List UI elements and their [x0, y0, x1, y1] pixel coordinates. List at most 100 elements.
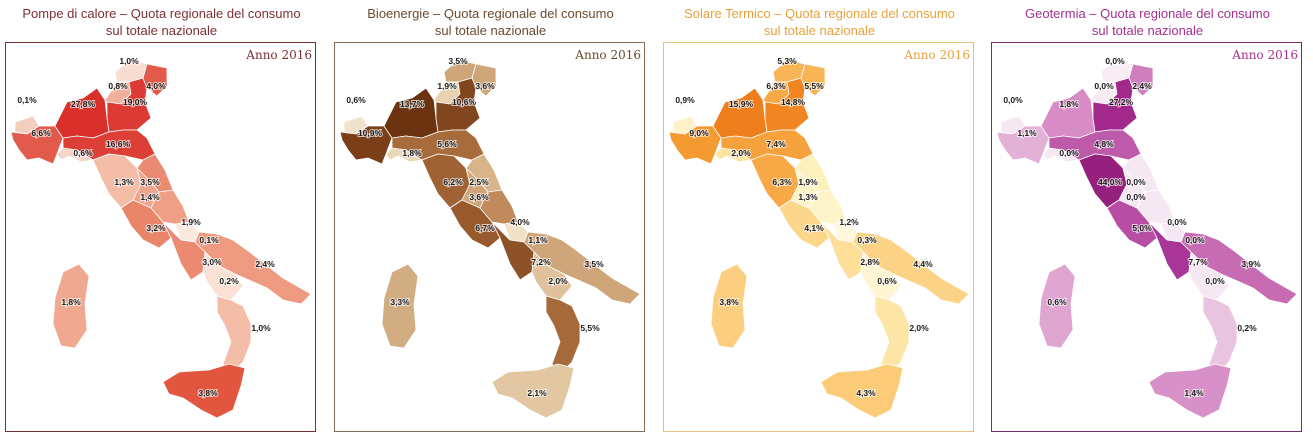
map-title: Geotermia – Quota regionale del consumo …	[991, 5, 1304, 39]
region-sicilia	[1148, 363, 1232, 419]
region-value-toscana: 1,3%	[114, 177, 134, 187]
region-value-umbria: 3,6%	[469, 192, 489, 202]
region-value-veneto: 19,0%	[123, 97, 148, 107]
region-value-puglia: 4,4%	[913, 259, 933, 269]
map-title-line1: Bioenergie – Quota regionale del consumo	[367, 6, 614, 21]
region-value-friuli: 4,0%	[146, 81, 166, 91]
region-piemonte	[339, 125, 393, 165]
region-value-veneto: 10,6%	[452, 97, 477, 107]
region-value-lazio: 4,1%	[804, 223, 824, 233]
region-value-toscana: 6,3%	[772, 177, 792, 187]
region-value-piemonte: 9,0%	[689, 128, 709, 138]
map-panel-pompe: Pompe di calore – Quota regionale del co…	[5, 0, 318, 440]
region-value-umbria: 0,0%	[1126, 192, 1146, 202]
region-value-umbria: 1,3%	[798, 192, 818, 202]
region-piemonte	[996, 125, 1050, 165]
italy-map: 0,1% 6,6% 27,8% 1,0% 0,8% 19,0% 4,0% 0,6% 16,6% 1…	[10, 55, 312, 419]
map-panel-solare: Solare Termico – Quota regionale del con…	[663, 0, 976, 440]
region-value-sicilia: 1,4%	[1184, 388, 1204, 398]
region-value-sardegna: 0,6%	[1047, 297, 1067, 307]
region-value-liguria: 0,6%	[73, 148, 93, 158]
italy-map: 0,6% 10,9% 13,7% 3,5% 1,9% 10,6% 3,6% 1,8% 5,6% 6…	[339, 55, 641, 419]
region-sardegna	[1038, 263, 1076, 349]
region-sardegna	[710, 263, 748, 349]
region-value-calabria: 5,5%	[580, 323, 600, 333]
region-value-sardegna: 3,8%	[719, 297, 739, 307]
map-frame	[5, 42, 316, 432]
region-value-basilicata: 2,0%	[548, 276, 568, 286]
region-value-basilicata: 0,0%	[1205, 276, 1225, 286]
region-value-umbria: 1,4%	[140, 192, 160, 202]
region-value-liguria: 2,0%	[731, 148, 751, 158]
region-value-basilicata: 0,2%	[219, 276, 239, 286]
region-value-campania: 7,2%	[531, 257, 551, 267]
region-calabria	[216, 295, 252, 375]
region-value-puglia: 2,4%	[255, 259, 275, 269]
map-title: Bioenergie – Quota regionale del consumo…	[334, 5, 647, 39]
region-piemonte	[10, 125, 64, 165]
region-lombardia	[1040, 87, 1096, 139]
region-value-lombardia: 15,9%	[729, 99, 754, 109]
region-value-puglia: 3,5%	[584, 259, 604, 269]
region-value-piemonte: 6,6%	[31, 128, 51, 138]
region-value-abruzzo: 4,0%	[510, 217, 530, 227]
region-sardegna	[381, 263, 419, 349]
region-lombardia	[712, 87, 768, 139]
region-sardegna	[52, 263, 90, 349]
region-lombardia	[383, 87, 439, 139]
region-value-sicilia: 3,8%	[198, 388, 218, 398]
region-value-emilia: 16,6%	[106, 139, 131, 149]
region-value-veneto: 14,8%	[781, 97, 806, 107]
region-value-emilia: 5,6%	[437, 139, 457, 149]
region-calabria	[545, 295, 581, 375]
region-value-valle-daosta: 0,9%	[675, 95, 695, 105]
map-title-line2: sul totale nazionale	[434, 23, 547, 38]
region-value-sardegna: 1,8%	[61, 297, 81, 307]
region-value-campania: 3,0%	[202, 257, 222, 267]
map-frame	[991, 42, 1302, 432]
region-value-veneto: 27,2%	[1109, 97, 1134, 107]
region-value-friuli: 5,5%	[804, 81, 824, 91]
region-value-trentino: 0,8%	[108, 81, 128, 91]
region-value-liguria: 0,0%	[1059, 148, 1079, 158]
region-value-valle-daosta: 0,0%	[1003, 95, 1023, 105]
region-calabria	[874, 295, 910, 375]
year-label: Anno 2016	[904, 48, 970, 62]
region-value-calabria: 2,0%	[909, 323, 929, 333]
region-value-marche: 2,5%	[469, 177, 489, 187]
region-value-trentino: 1,9%	[437, 81, 457, 91]
map-title: Pompe di calore – Quota regionale del co…	[5, 5, 318, 39]
region-value-sardegna: 3,3%	[390, 297, 410, 307]
region-value-campania: 7,7%	[1188, 257, 1208, 267]
italy-map: 0,9% 9,0% 15,9% 5,3% 6,3% 14,8% 5,5% 2,0% 7,4% 6,…	[668, 55, 970, 419]
map-title-line1: Solare Termico – Quota regionale del con…	[684, 6, 955, 21]
region-value-molise: 1,1%	[528, 235, 548, 245]
region-value-trentino: 0,0%	[1094, 81, 1114, 91]
region-value-valle-daosta: 0,6%	[346, 95, 366, 105]
region-value-marche: 3,5%	[140, 177, 160, 187]
region-value-lombardia: 27,8%	[71, 99, 96, 109]
region-value-lombardia: 1,8%	[1059, 99, 1079, 109]
region-value-piemonte: 10,9%	[358, 128, 383, 138]
region-value-basilicata: 0,6%	[877, 276, 897, 286]
region-value-molise: 0,0%	[1185, 235, 1205, 245]
region-value-molise: 0,3%	[857, 235, 877, 245]
region-value-alto-adige: 0,0%	[1105, 56, 1125, 66]
region-value-marche: 0,0%	[1126, 177, 1146, 187]
map-panel-bioenergie: Bioenergie – Quota regionale del consumo…	[334, 0, 647, 440]
region-value-piemonte: 1,1%	[1017, 128, 1037, 138]
region-value-trentino: 6,3%	[766, 81, 786, 91]
region-value-lazio: 3,2%	[146, 223, 166, 233]
region-value-alto-adige: 3,5%	[448, 56, 468, 66]
region-value-calabria: 1,0%	[251, 323, 271, 333]
map-frame	[334, 42, 645, 432]
year-label: Anno 2016	[575, 48, 641, 62]
region-friuli	[800, 63, 826, 97]
region-value-puglia: 3,9%	[1241, 259, 1261, 269]
region-value-friuli: 2,4%	[1132, 81, 1152, 91]
year-label: Anno 2016	[1232, 48, 1298, 62]
italy-map: 0,0% 1,1% 1,8% 0,0% 0,0% 27,2% 2,4% 0,0% 4,8% 44,…	[996, 55, 1298, 419]
map-title-line2: sul totale nazionale	[763, 23, 876, 38]
region-value-calabria: 0,2%	[1237, 323, 1257, 333]
region-piemonte	[668, 125, 722, 165]
